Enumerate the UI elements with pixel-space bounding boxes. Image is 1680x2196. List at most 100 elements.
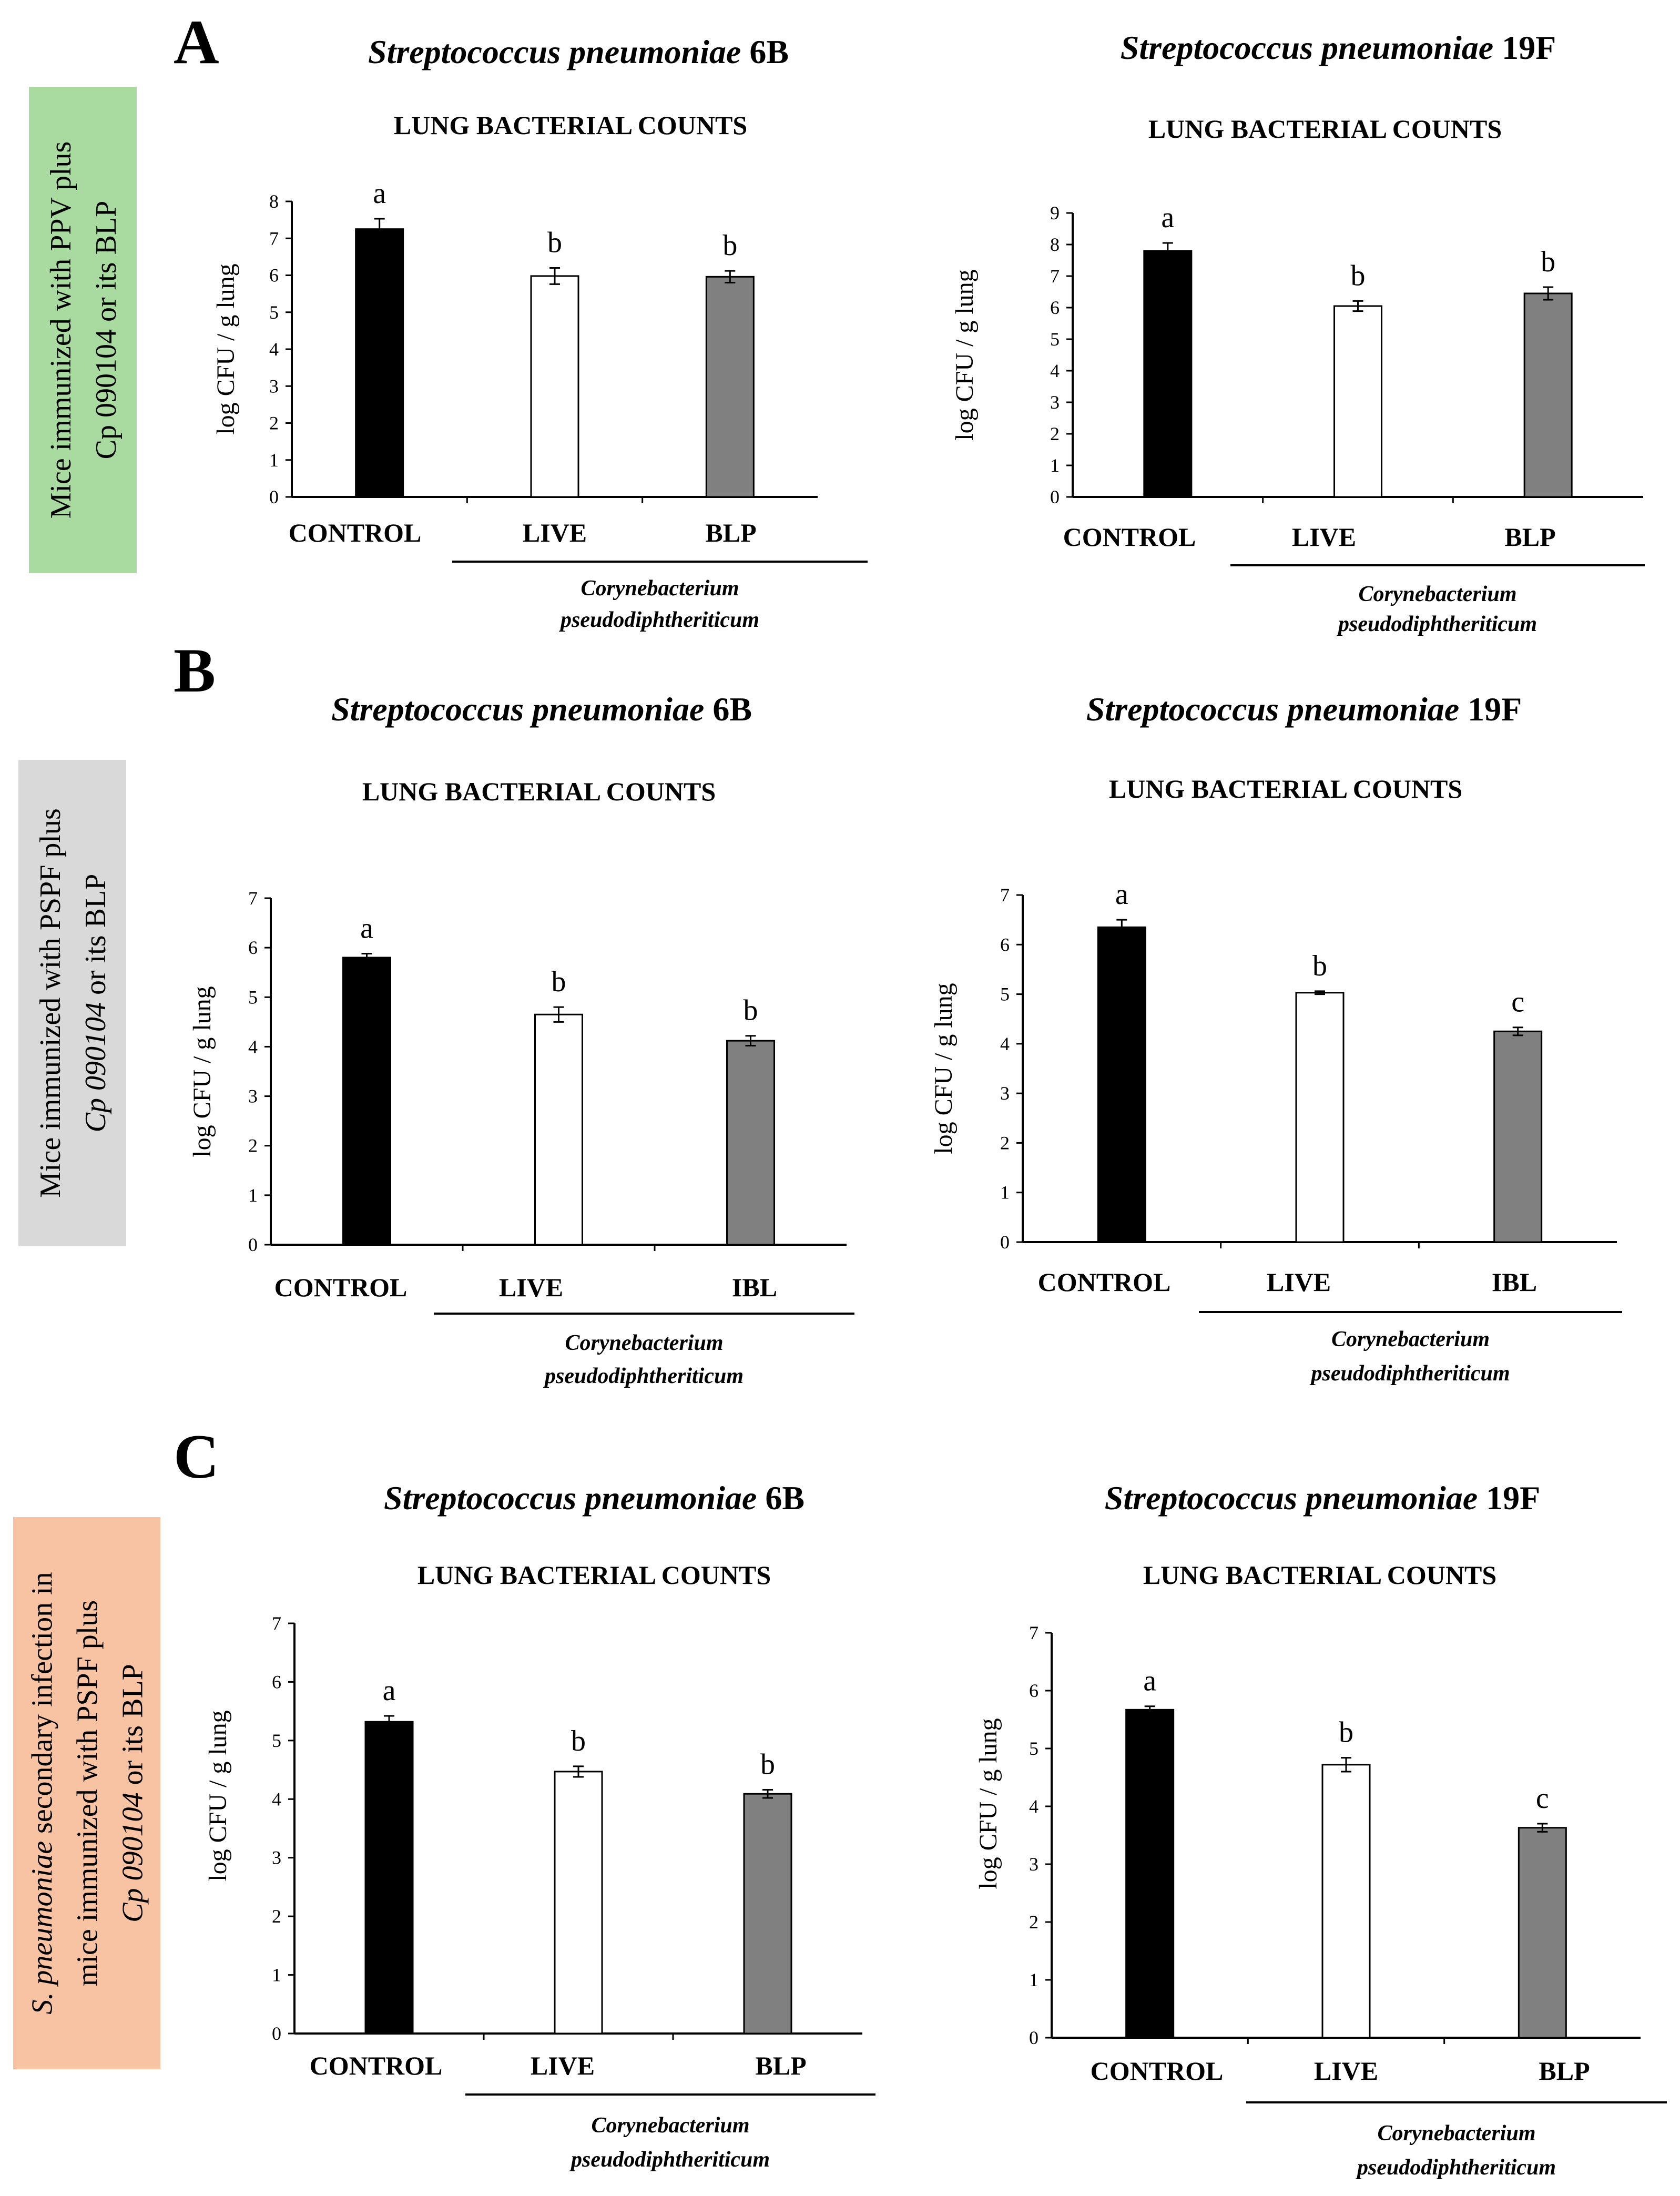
y-tick-label: 0 [1050,486,1060,507]
bar-control [1143,250,1193,498]
y-tick-label: 4 [1050,360,1060,381]
category-label: IBL [732,1273,777,1302]
side-label-C: S. pneumoniae secondary infection in mice… [26,1572,149,2014]
y-tick-label: 5 [248,987,258,1008]
significance-label: b [1312,950,1327,982]
chart-title-strain: 19F [1502,29,1556,66]
y-tick-label: 8 [1050,234,1060,255]
bar-live [554,1771,603,2035]
y-tick-label: 2 [248,1135,258,1156]
panel-letter-B: B [174,635,216,705]
significance-label: a [1115,878,1128,911]
y-axis-label: log CFU / g lung [212,263,240,434]
category-label: LIVE [523,518,587,547]
chart-subtitle: LUNG BACTERIAL COUNTS [1148,114,1502,144]
significance-label: b [744,994,758,1027]
chart-title-strain: 6B [712,690,752,728]
y-axis-label: log CFU / g lung [204,1710,232,1881]
y-tick-label: 0 [248,1234,258,1255]
group-label-line: Corynebacterium [1331,1327,1490,1351]
category-label: LIVE [1314,2056,1378,2086]
significance-label: b [722,229,737,262]
group-label-line: Corynebacterium [1359,582,1517,606]
y-tick-label: 7 [1000,884,1010,906]
y-tick-label: 6 [1029,1680,1038,1701]
side-label-italic: S. pneumoniae [26,1841,59,2015]
y-tick-label: 4 [272,1788,281,1809]
group-label-line: pseudodiphtheriticum [543,1364,744,1388]
chart-title-species: Streptococcus pneumoniae [368,33,749,70]
chart-title-species: Streptococcus pneumoniae [1121,29,1502,66]
category-label: CONTROL [1063,522,1196,552]
y-axis-label: log CFU / g lung [188,986,216,1157]
y-tick-label: 0 [272,2023,281,2044]
group-label-line: Corynebacterium [1378,2121,1536,2146]
y-tick-label: 6 [1000,934,1010,955]
y-tick-label: 3 [1000,1083,1010,1104]
group-label-line: pseudodiphtheriticum [559,608,759,632]
side-label-text: Mice immunized with PSPF plus [34,808,67,1198]
panel-letter-C: C [174,1421,219,1491]
y-tick-label: 7 [269,228,279,249]
y-tick-label: 3 [1029,1854,1038,1875]
significance-label: a [383,1674,396,1707]
bar-live [1295,992,1345,1243]
side-label-line: Mice immunized with PSPF plus [34,808,67,1198]
side-label-text: or its BLP [117,1664,149,1792]
side-label-box-C [13,1517,160,2069]
y-tick-label: 2 [272,1906,281,1927]
side-label-line: Cp 090104 or its BLP [117,1664,149,1923]
y-tick-label: 4 [248,1036,258,1057]
y-tick-label: 6 [1050,297,1060,318]
side-label-A: Mice immunized with PPV plus Cp 090104 or… [45,141,123,519]
chart-A-6B: Streptococcus pneumoniae 6B LUNG BACTERIA… [212,33,868,632]
y-tick-label: 2 [1029,1912,1038,1933]
y-tick-label: 7 [248,888,258,909]
side-label-line: mice immunized with PSPF plus [72,1600,104,1986]
side-label-box-A [29,87,137,573]
significance-label: a [373,177,386,210]
bar-control [1125,1709,1175,2039]
y-tick-label: 0 [1000,1232,1010,1253]
group-label-line: pseudodiphtheriticum [1337,612,1537,636]
chart-title-species: Streptococcus pneumoniae [1086,690,1468,728]
category-label: LIVE [499,1273,563,1302]
chart-title: Streptococcus pneumoniae 19F [1121,29,1556,66]
chart-B-19F: Streptococcus pneumoniae 19F LUNG BACTERI… [930,690,1622,1386]
category-label: LIVE [1292,522,1356,552]
chart-title: Streptococcus pneumoniae 6B [331,690,752,728]
category-label: LIVE [531,2051,595,2080]
bar-control [342,957,391,1246]
bar-live [1321,1764,1371,2039]
y-tick-label: 7 [1029,1622,1038,1643]
y-tick-label: 1 [1050,455,1060,476]
bar-live [1333,305,1382,498]
y-tick-label: 5 [1050,329,1060,350]
side-label-italic: Cp 090104 [79,1002,112,1132]
significance-label: a [360,912,373,944]
y-tick-label: 0 [1029,2027,1038,2048]
y-tick-label: 1 [1029,1969,1038,1990]
category-label: LIVE [1267,1267,1331,1297]
chart-title-strain: 19F [1468,690,1522,728]
chart-C-19F: Streptococcus pneumoniae 19F LUNG BACTERI… [974,1479,1667,2180]
y-tick-label: 2 [1000,1132,1010,1153]
category-label: BLP [705,518,756,547]
bar-blp [705,276,755,498]
category-label: BLP [755,2051,806,2080]
side-label-line: S. pneumoniae secondary infection in [26,1572,59,2014]
y-tick-label: 7 [1050,266,1060,287]
group-label-line: Corynebacterium [581,576,739,601]
significance-label: b [1339,1716,1353,1749]
chart-title: Streptococcus pneumoniae 19F [1105,1479,1540,1517]
y-tick-label: 2 [269,413,279,434]
y-tick-label: 6 [248,937,258,958]
bar-control [355,228,404,498]
significance-label: a [1161,201,1174,234]
side-label-box-B [18,760,126,1246]
significance-label: b [571,1725,586,1757]
y-tick-label: 4 [269,339,279,360]
category-label: BLP [1539,2056,1590,2086]
category-label: CONTROL [289,518,422,547]
y-tick-label: 5 [272,1730,281,1751]
